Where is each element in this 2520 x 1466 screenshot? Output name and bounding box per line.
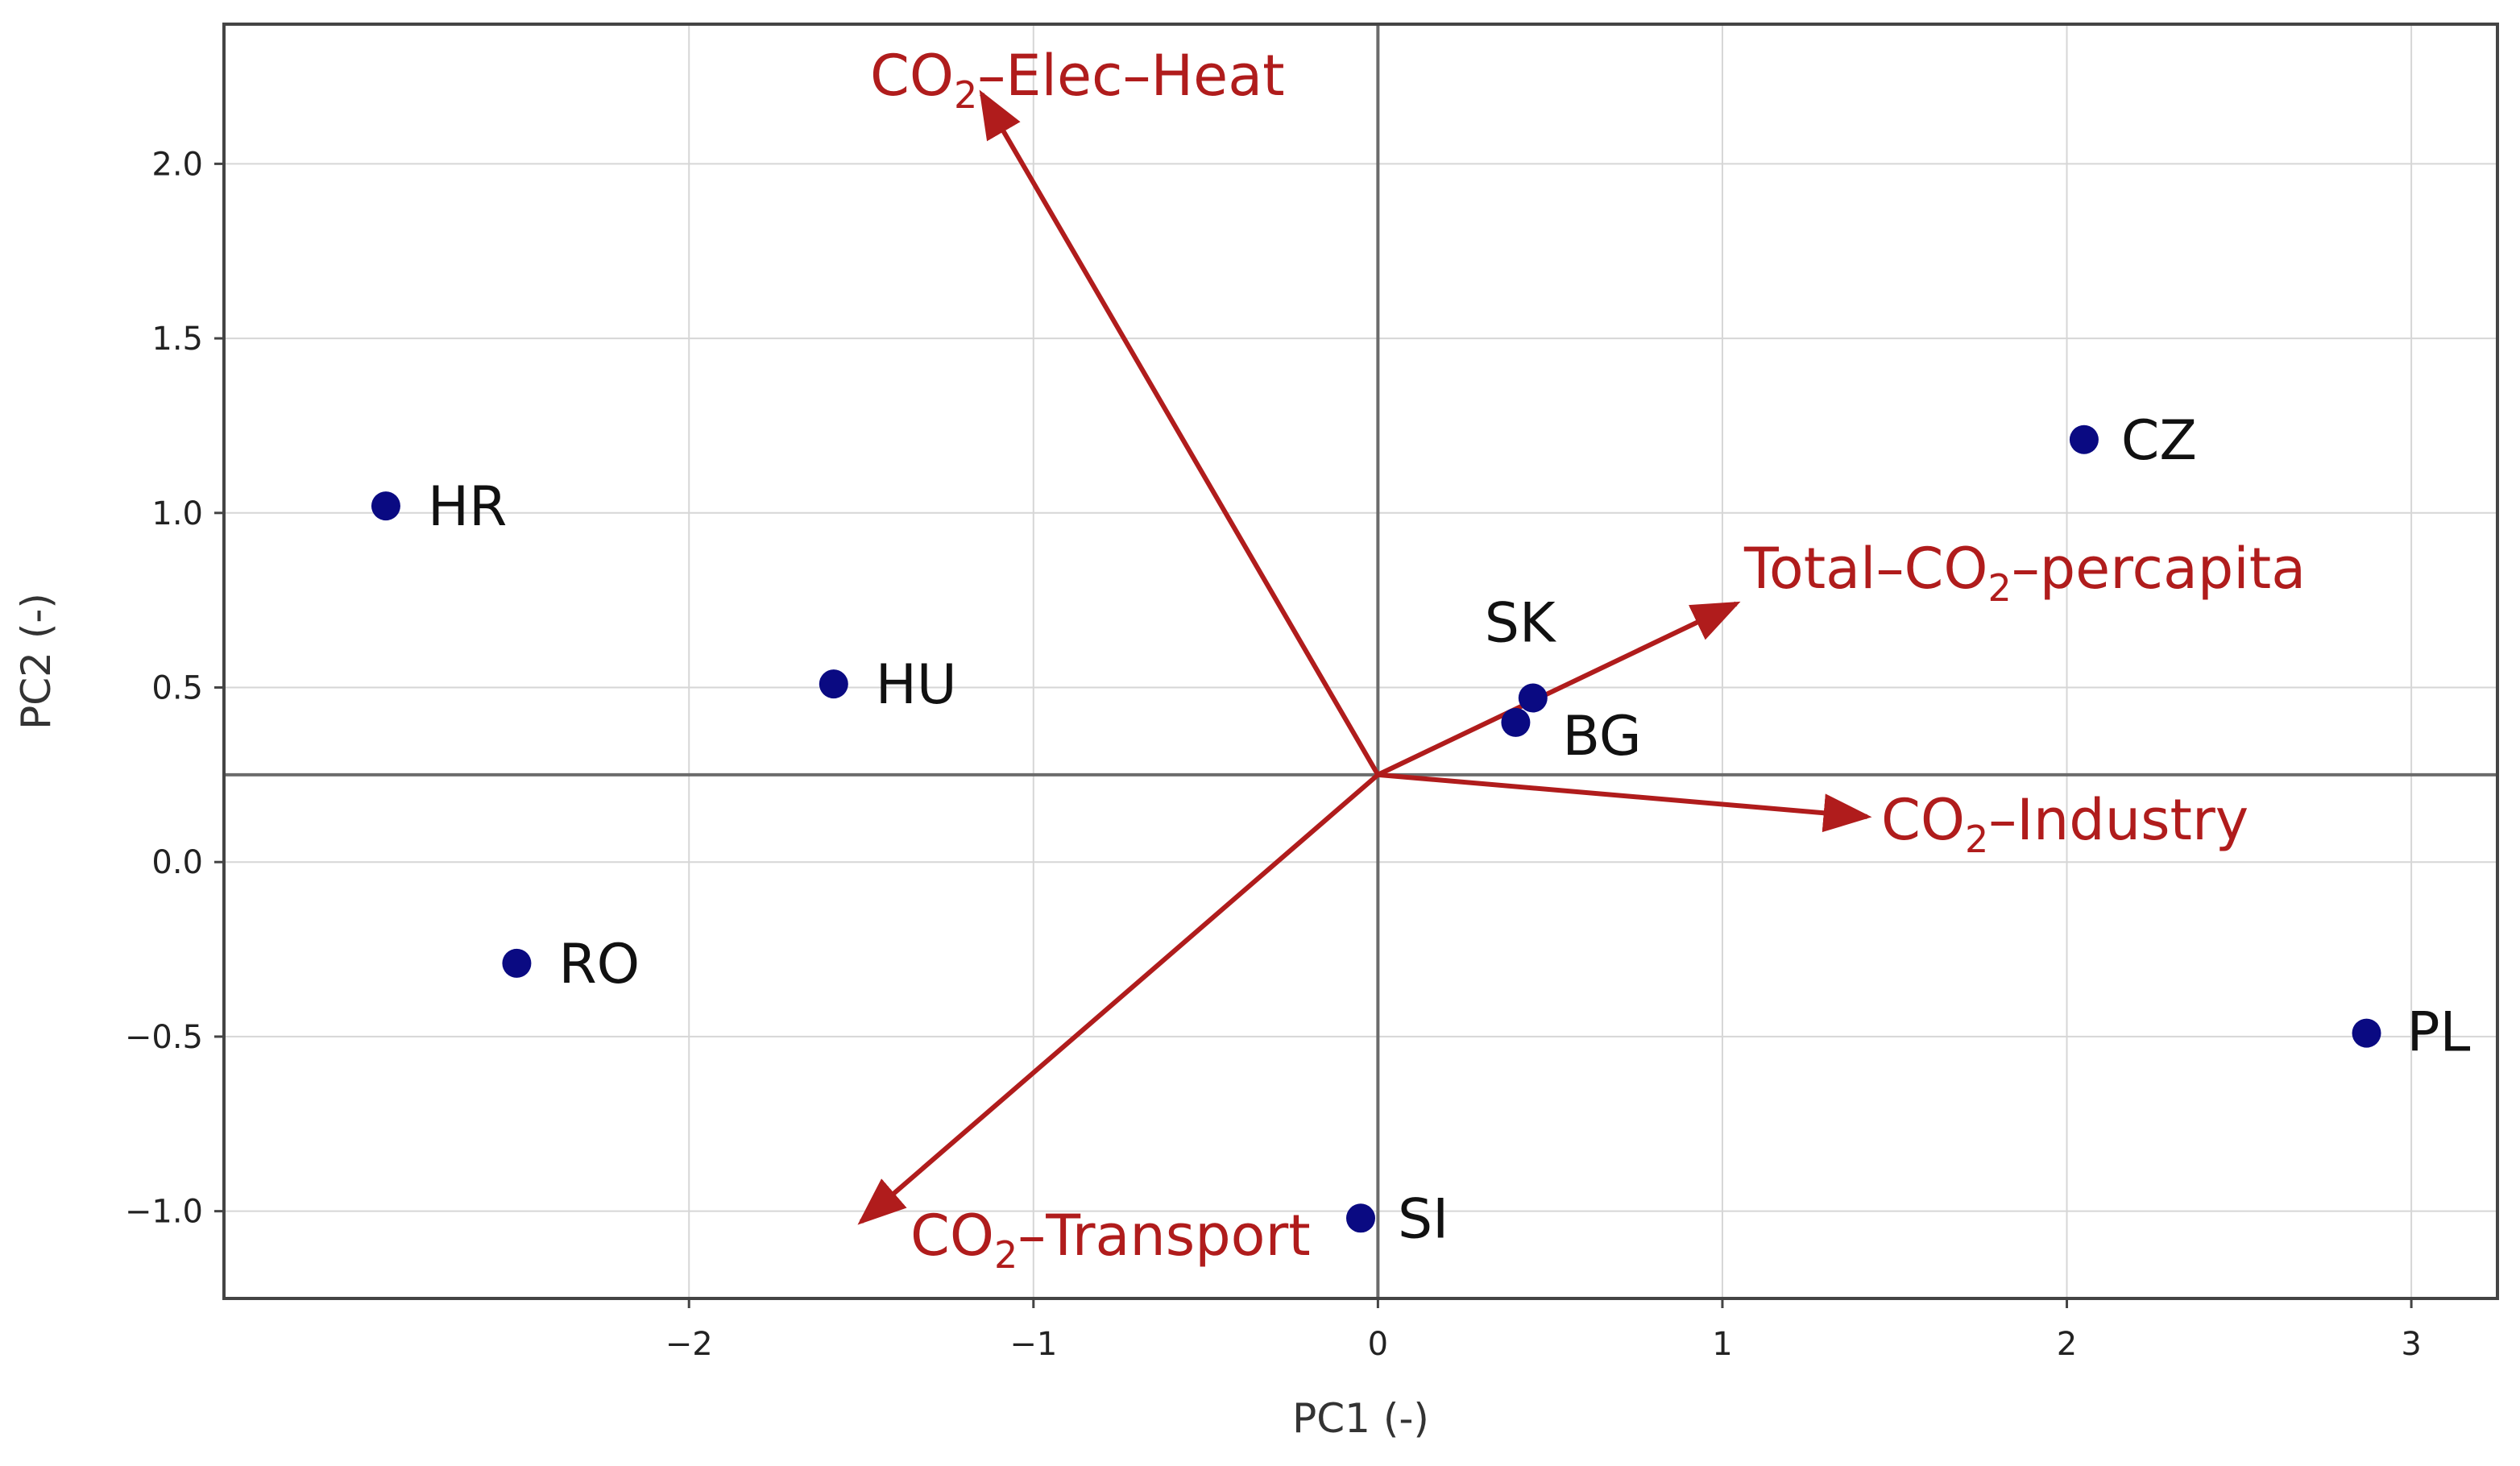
loading-label-suffix: –Industry [1988, 787, 2249, 853]
point-label: CZ [2121, 409, 2197, 473]
point-marker [371, 491, 400, 521]
loading-arrow [1377, 601, 1741, 777]
score-point: HU [819, 653, 957, 717]
grid-lines [224, 24, 2497, 1298]
loading-arrow [1378, 772, 1872, 833]
y-tick-label: −1.0 [125, 1194, 203, 1231]
point-label: SI [1398, 1187, 1449, 1251]
y-tick-label: −0.5 [125, 1019, 203, 1056]
score-point: SI [1346, 1187, 1449, 1251]
reference-lines [224, 24, 2497, 1298]
score-point: BG [1501, 705, 1642, 768]
loading-vector: CO2–Elec–Heat [870, 43, 1380, 776]
point-marker [1346, 1203, 1375, 1233]
loading-label-subscript: 2 [1987, 566, 2011, 610]
y-tick-label: 2.0 [151, 146, 203, 183]
y-tick-label: 0.5 [151, 670, 203, 707]
loading-vector: Total–CO2–percapita [1377, 536, 2306, 777]
point-label: SK [1485, 592, 1557, 656]
point-marker [2069, 424, 2099, 454]
plot-area-frame [222, 23, 2499, 1300]
point-label: PL [2407, 1001, 2471, 1065]
point-marker [502, 948, 532, 978]
point-marker [1518, 683, 1548, 713]
loading-vectors: CO2–Elec–HeatTotal–CO2–percapitaCO2–Indu… [857, 43, 2306, 1277]
loading-vector: CO2–Industry [1378, 772, 2249, 861]
x-tick-label: 3 [2401, 1326, 2421, 1363]
x-tick-label: 0 [1368, 1326, 1388, 1363]
score-point: HR [371, 475, 507, 539]
point-label: HR [428, 475, 507, 539]
loading-label: Total–CO2–percapita [1743, 536, 2306, 610]
loading-label-suffix: –Elec–Heat [977, 43, 1284, 109]
score-point: RO [502, 933, 640, 996]
point-marker [819, 669, 848, 699]
score-point: SK [1485, 592, 1557, 713]
loading-label-subscript: 2 [1965, 818, 1988, 861]
x-axis-ticks: −2 −1 0 1 2 3 [665, 1298, 2422, 1363]
score-point: CZ [2069, 409, 2197, 473]
point-label: HU [876, 653, 957, 717]
score-point: PL [2352, 1001, 2471, 1065]
loading-label-main: Total–CO [1743, 536, 1987, 602]
y-axis-ticks: −1.0 −0.5 0.0 0.5 1.0 1.5 2.0 [125, 146, 224, 1231]
y-tick-label: 1.5 [151, 321, 203, 358]
loading-label: CO2–Transport [910, 1203, 1311, 1277]
loading-label: CO2–Industry [1881, 787, 2249, 861]
y-tick-label: 0.0 [151, 844, 203, 881]
point-marker [1501, 707, 1531, 737]
loading-label-subscript: 2 [954, 73, 977, 117]
point-marker [2352, 1018, 2381, 1048]
point-label: RO [558, 933, 640, 996]
loading-label-main: CO [870, 43, 954, 109]
y-tick-label: 1.0 [151, 495, 203, 532]
x-tick-label: −1 [1009, 1326, 1057, 1363]
loading-label-subscript: 2 [994, 1233, 1018, 1277]
loading-label-main: CO [910, 1203, 994, 1269]
x-tick-label: 1 [1712, 1326, 1732, 1363]
loading-vector: CO2–Transport [857, 772, 1380, 1277]
x-axis-title: PC1 (-) [1292, 1395, 1429, 1442]
loading-label: CO2–Elec–Heat [870, 43, 1285, 117]
loading-arrow [979, 89, 1380, 776]
x-tick-label: 2 [2057, 1326, 2077, 1363]
point-label: BG [1562, 705, 1641, 768]
x-tick-label: −2 [665, 1326, 713, 1363]
loading-label-suffix: –percapita [2012, 536, 2306, 602]
loading-label-suffix: –Transport [1018, 1203, 1310, 1269]
y-axis-title: PC2 (-) [13, 593, 60, 730]
loading-arrow [857, 772, 1380, 1225]
loading-label-main: CO [1881, 787, 1965, 853]
